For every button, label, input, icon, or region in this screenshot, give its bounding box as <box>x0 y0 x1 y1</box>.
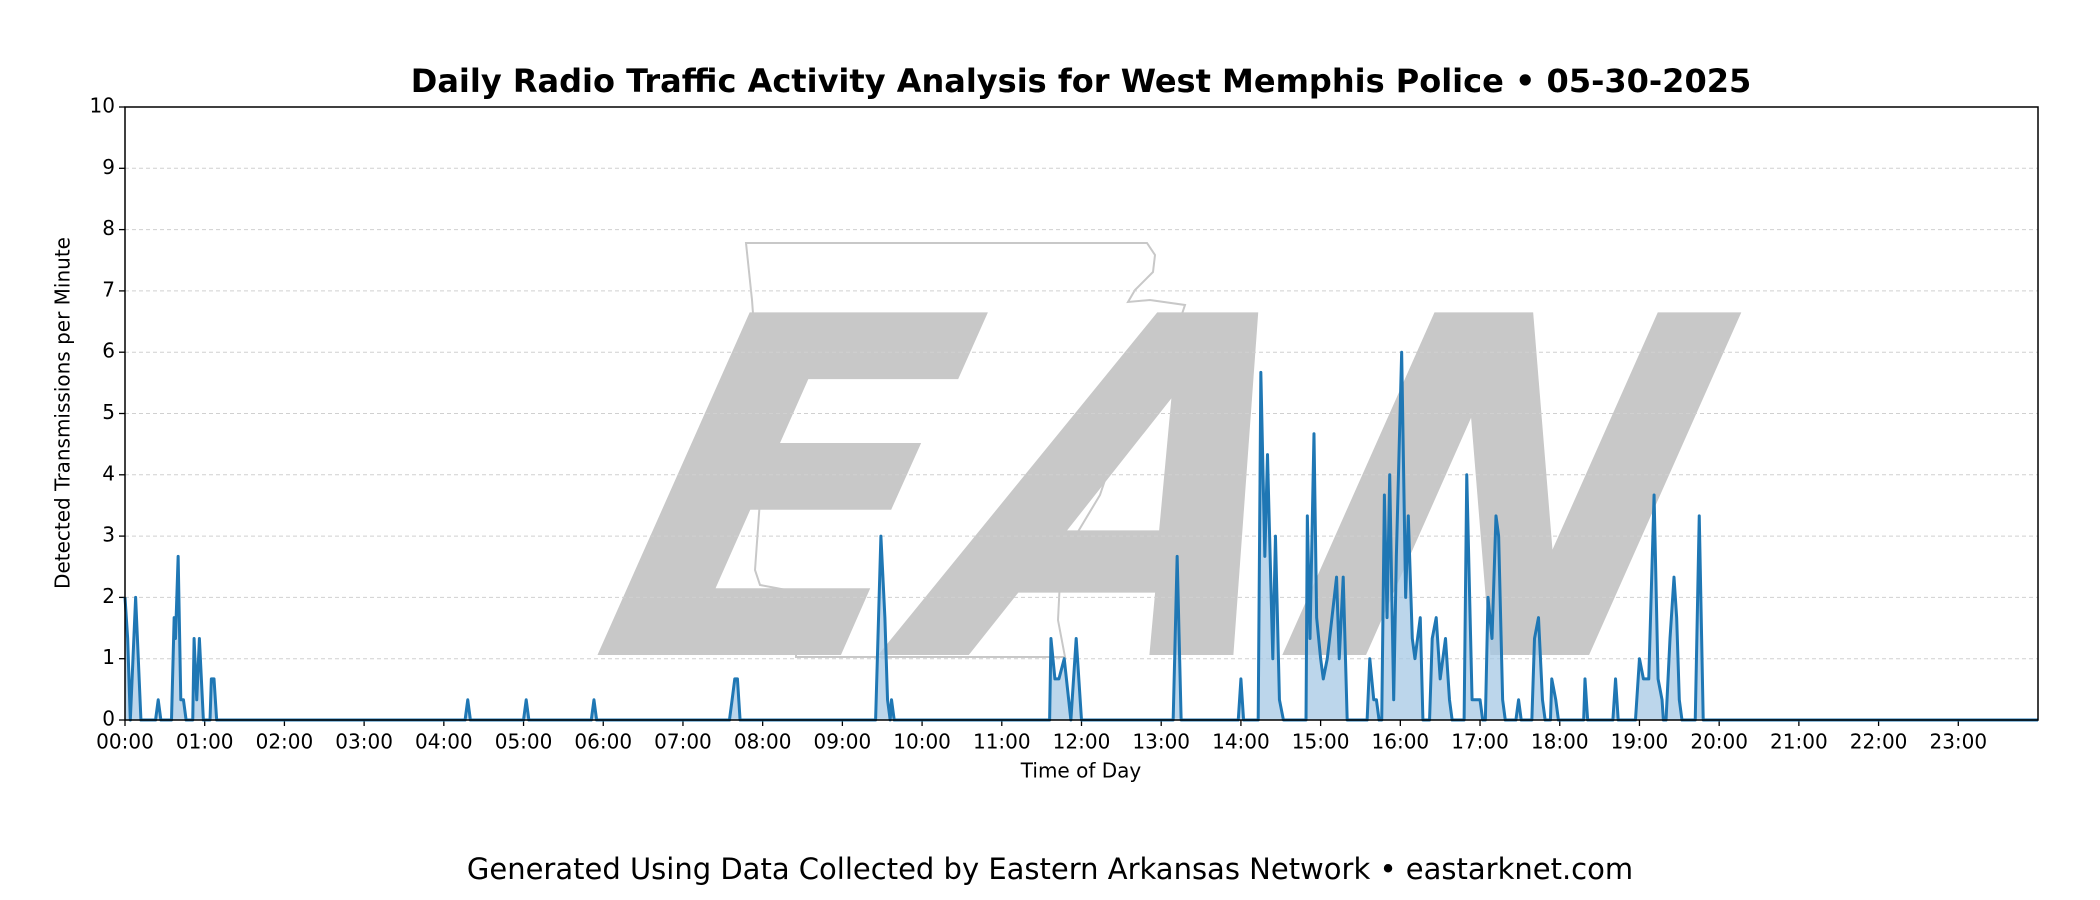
x-tick-label: 16:00 <box>1372 730 1430 754</box>
plot-frame <box>124 106 2039 721</box>
x-tick-label: 22:00 <box>1850 730 1908 754</box>
y-axis-label: Detected Transmissions per Minute <box>51 237 75 589</box>
y-tick-label: 5 <box>102 400 115 424</box>
y-tick-label: 3 <box>102 523 115 547</box>
x-tick-label: 01:00 <box>176 730 234 754</box>
x-tick-label: 09:00 <box>814 730 872 754</box>
x-tick-label: 11:00 <box>973 730 1031 754</box>
x-tick-label: 10:00 <box>893 730 951 754</box>
y-tick-label: 8 <box>102 216 115 240</box>
watermark-text: EAN <box>560 219 1775 767</box>
x-tick-label: 05:00 <box>495 730 553 754</box>
x-tick-label: 14:00 <box>1212 730 1270 754</box>
x-tick-label: 13:00 <box>1132 730 1190 754</box>
x-tick-label: 08:00 <box>734 730 792 754</box>
x-tick-label: 07:00 <box>654 730 712 754</box>
x-tick-label: 21:00 <box>1770 730 1828 754</box>
x-tick-label: 17:00 <box>1451 730 1509 754</box>
chart-title: Daily Radio Traffic Activity Analysis fo… <box>411 62 1751 100</box>
x-tick-label: 12:00 <box>1053 730 1111 754</box>
watermark-map <box>744 242 1187 658</box>
y-tick-label: 4 <box>102 461 115 485</box>
x-tick-label: 00:00 <box>96 730 154 754</box>
x-tick-label: 06:00 <box>574 730 632 754</box>
caption: Generated Using Data Collected by Easter… <box>467 852 1633 886</box>
y-tick-label: 1 <box>102 645 115 669</box>
line <box>123 350 2038 722</box>
x-tick-label: 20:00 <box>1690 730 1748 754</box>
y-tick-label: 10 <box>90 94 115 118</box>
y-tick-label: 0 <box>102 707 115 731</box>
y-tick-label: 9 <box>102 155 115 179</box>
x-tick-label: 04:00 <box>415 730 473 754</box>
x-tick-label: 15:00 <box>1292 730 1350 754</box>
x-axis-label: Time of Day <box>1020 759 1142 783</box>
y-tick-label: 6 <box>102 339 115 363</box>
y-tick-label: 7 <box>102 277 115 301</box>
y-tick-label: 2 <box>102 584 115 608</box>
x-tick-label: 18:00 <box>1531 730 1589 754</box>
x-tick-label: 23:00 <box>1929 730 1987 754</box>
x-tick-label: 19:00 <box>1611 730 1669 754</box>
x-tick-label: 02:00 <box>256 730 314 754</box>
x-tick-label: 03:00 <box>335 730 393 754</box>
